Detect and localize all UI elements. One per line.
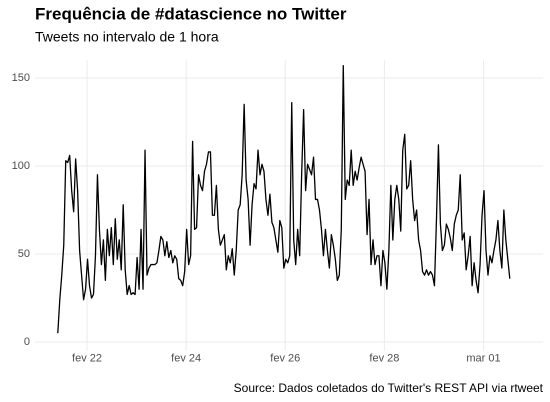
x-tick-label: mar 01 — [466, 353, 500, 365]
x-tick-label: fev 24 — [171, 353, 201, 365]
y-tick-label: 50 — [18, 248, 30, 260]
chart-title: Frequência de #datascience no Twitter — [35, 4, 347, 23]
y-tick-label: 0 — [24, 336, 30, 348]
caption: Source: Dados coletados do Twitter's RES… — [234, 381, 544, 395]
x-tick-label: fev 28 — [369, 353, 399, 365]
y-tick-label: 150 — [12, 72, 30, 84]
chart-subtitle: Tweets no intervalo de 1 hora — [35, 29, 219, 45]
x-tick-label: fev 22 — [72, 353, 102, 365]
line — [57, 65, 511, 334]
x-tick-label: fev 26 — [270, 353, 300, 365]
y-tick-label: 100 — [12, 160, 30, 172]
